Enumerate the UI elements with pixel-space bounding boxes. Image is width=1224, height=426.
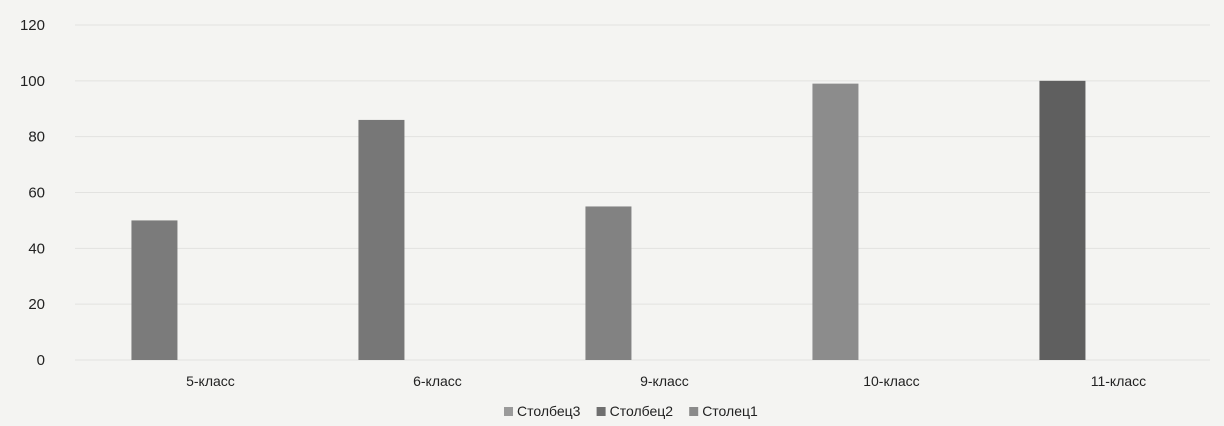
legend-label-1: Столбец3 — [517, 403, 581, 419]
x-tick-label-3: 9-класс — [640, 373, 689, 389]
legend-swatch-2 — [596, 407, 606, 416]
y-tick-label-100: 100 — [20, 73, 45, 90]
y-tick-label-0: 0 — [37, 352, 45, 369]
y-tick-label-20: 20 — [28, 296, 45, 313]
legend-swatch-3 — [689, 407, 699, 416]
bar-5 — [1039, 80, 1086, 360]
y-tick-label-40: 40 — [28, 240, 45, 257]
legend-swatch-1 — [504, 407, 513, 416]
legend-label-3: Столец1 — [702, 403, 758, 419]
y-tick-label-80: 80 — [28, 129, 45, 146]
x-tick-label-4: 10-класс — [863, 373, 919, 389]
y-tick-label-60: 60 — [28, 185, 45, 202]
legend-label-2: Столбец2 — [610, 403, 674, 419]
x-tick-label-1: 5-класс — [186, 373, 235, 389]
bar-4 — [812, 83, 859, 360]
bar-3 — [585, 206, 632, 360]
bar-1 — [131, 220, 178, 360]
x-tick-label-5: 11-класс — [1091, 373, 1146, 389]
y-tick-label-120: 120 — [20, 17, 45, 34]
bar-2 — [358, 119, 405, 361]
x-tick-label-2: 6-класс — [413, 373, 462, 389]
